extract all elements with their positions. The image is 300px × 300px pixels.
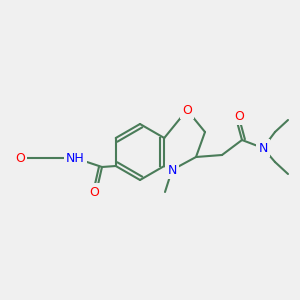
Text: N: N <box>167 164 177 176</box>
Text: NH: NH <box>66 152 84 164</box>
Text: O: O <box>89 185 99 199</box>
Text: O: O <box>234 110 244 122</box>
Text: N: N <box>258 142 268 154</box>
Text: O: O <box>15 152 25 164</box>
Text: O: O <box>182 103 192 116</box>
